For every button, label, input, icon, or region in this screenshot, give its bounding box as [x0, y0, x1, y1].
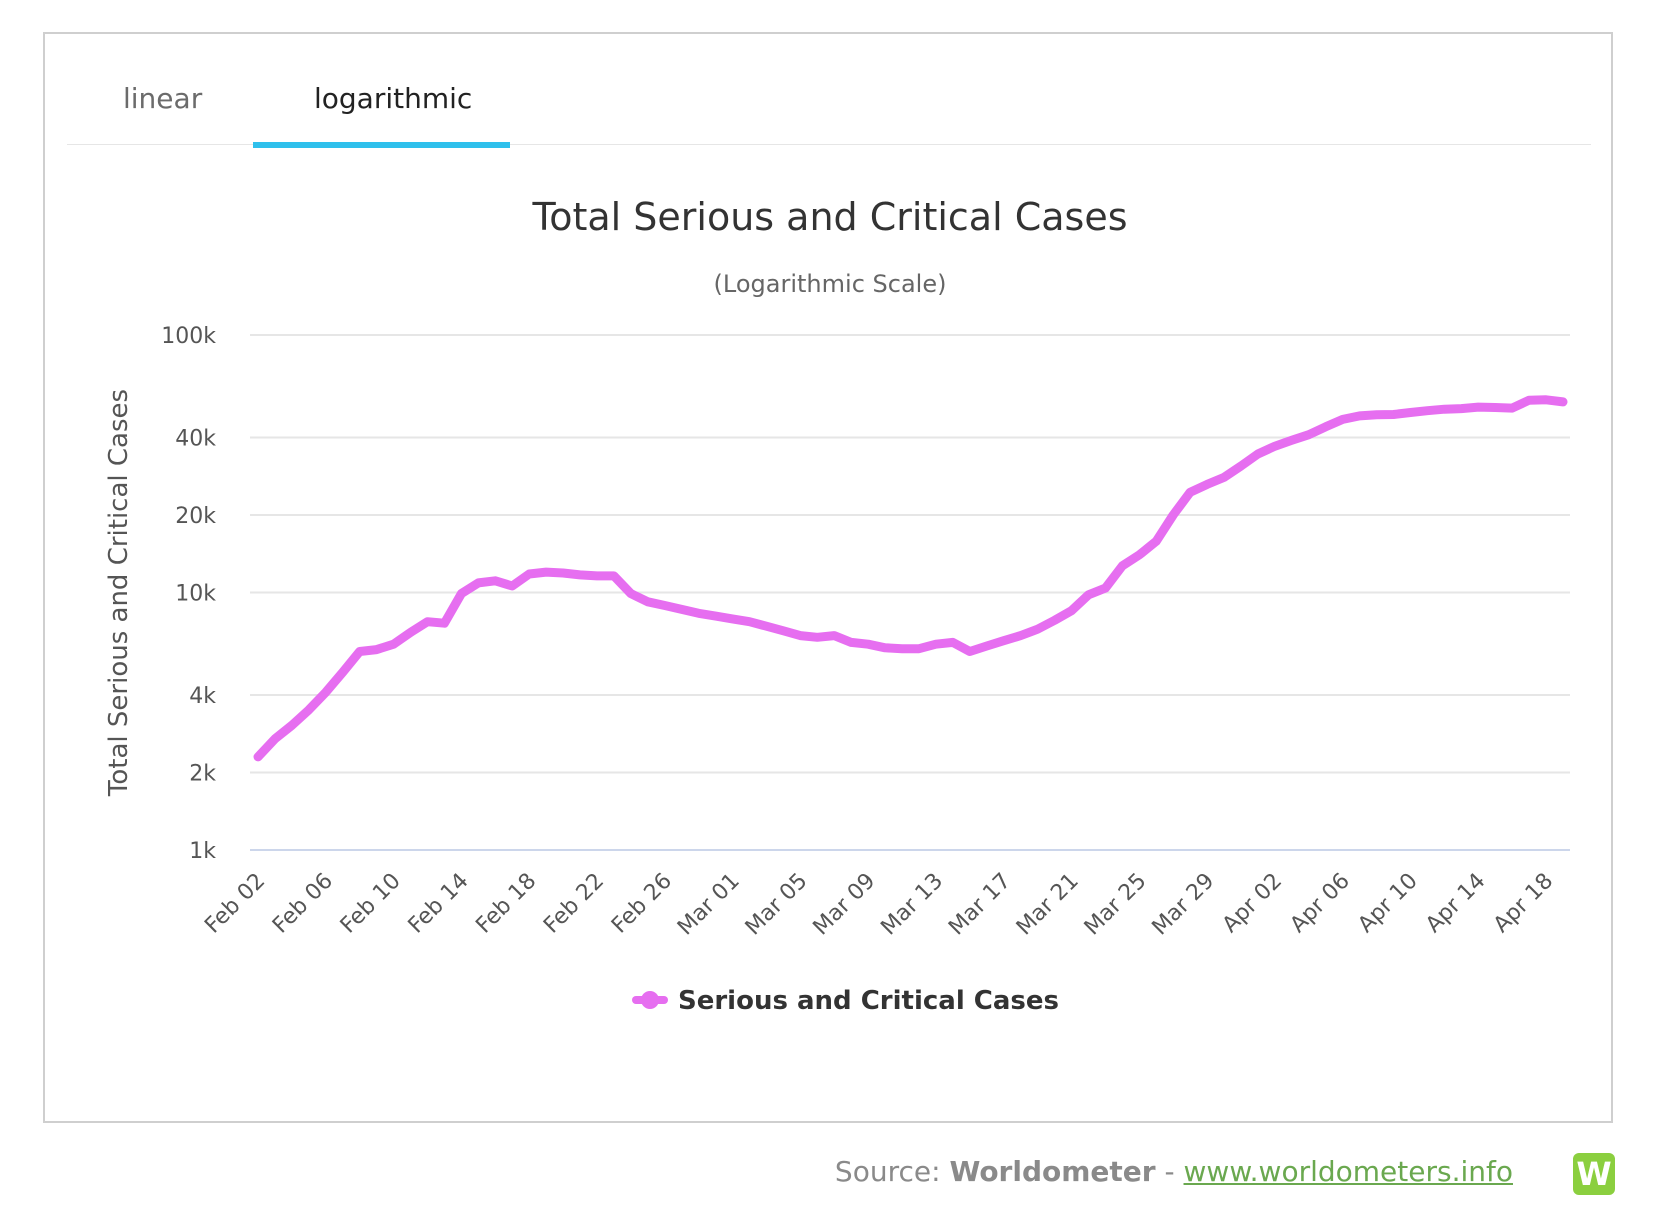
active-tab-indicator [253, 142, 510, 148]
chart-title: Total Serious and Critical Cases [531, 195, 1127, 239]
x-tick-label: Mar 29 [1148, 869, 1220, 941]
worldometer-logo-icon: W [1573, 1153, 1615, 1195]
y-tick-label: 1k [189, 839, 216, 864]
x-tick-label: Apr 10 [1353, 869, 1422, 938]
x-tick-label: Mar 21 [1012, 869, 1084, 941]
y-tick-label: 10k [175, 582, 216, 607]
x-tick-label: Feb 14 [404, 869, 474, 939]
x-tick-label: Feb 06 [268, 869, 338, 939]
source-credit: Source: Worldometer - www.worldometers.i… [835, 1155, 1513, 1188]
x-tick-label: Mar 25 [1080, 869, 1152, 941]
series-line-serious-critical [253, 395, 1568, 762]
x-tick-label: Feb 26 [607, 869, 677, 939]
x-tick-label: Feb 18 [471, 869, 541, 939]
y-axis-label: Total Serious and Critical Cases [104, 389, 134, 797]
x-tick-label: Feb 22 [539, 869, 609, 939]
tab-linear[interactable]: linear [123, 82, 203, 115]
y-tick-label: 40k [175, 426, 216, 451]
x-tick-label: Apr 18 [1489, 869, 1558, 938]
x-tick-label: Apr 06 [1286, 869, 1355, 938]
tab-logarithmic[interactable]: logarithmic [314, 82, 473, 115]
source-separator: - [1155, 1155, 1184, 1188]
y-tick-label: 20k [175, 504, 216, 529]
scale-tabs: linear logarithmic [67, 34, 1591, 145]
x-tick-label: Mar 09 [809, 869, 881, 941]
y-tick-label: 4k [189, 684, 216, 709]
x-tick-label: Feb 10 [336, 869, 406, 939]
x-tick-label: Mar 13 [876, 869, 948, 941]
source-link[interactable]: www.worldometers.info [1183, 1155, 1513, 1188]
legend-dot-marker [641, 991, 659, 1009]
y-tick-label: 2k [189, 761, 216, 786]
chart-panel: linear logarithmic [43, 32, 1613, 1123]
source-name: Worldometer [949, 1155, 1156, 1188]
x-tick-label: Feb 02 [200, 869, 270, 939]
x-tick-label: Apr 14 [1421, 869, 1490, 938]
y-tick-label: 100k [161, 324, 216, 349]
x-tick-label: Mar 17 [944, 869, 1016, 941]
x-tick-label: Mar 05 [741, 869, 813, 941]
source-prefix: Source: [834, 1155, 950, 1188]
x-tick-label: Apr 02 [1218, 869, 1287, 938]
legend-label: Serious and Critical Cases [678, 986, 1059, 1016]
chart-subtitle: (Logarithmic Scale) [714, 270, 947, 298]
x-tick-label: Mar 01 [673, 869, 745, 941]
